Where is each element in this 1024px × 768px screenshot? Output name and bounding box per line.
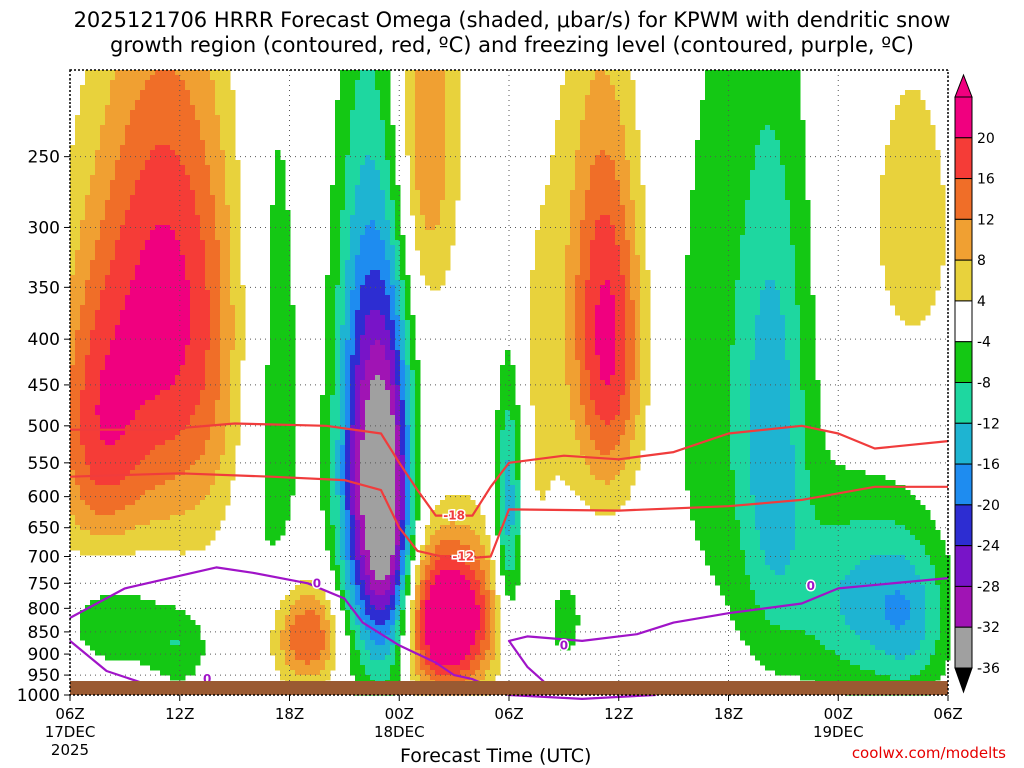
- contour-label-freezing-level: 0: [807, 579, 815, 593]
- y-tick-label: 1000: [17, 686, 60, 706]
- colorbar-label: -8: [977, 376, 991, 392]
- colorbar-label: 4: [977, 294, 986, 310]
- x-tick-label: 06Z: [494, 705, 523, 723]
- y-tick-label: 800: [28, 599, 60, 619]
- colorbar-swatch: [954, 585, 973, 628]
- colorbar-swatch: [954, 137, 973, 180]
- y-tick-label: 550: [28, 454, 60, 474]
- colorbar-label: -20: [977, 498, 1000, 514]
- x-axis-label: Forecast Time (UTC): [400, 745, 592, 767]
- contour-dgz-12: [69, 472, 948, 561]
- x-tick-sublabel: 2025: [51, 741, 89, 759]
- colorbar-label: -12: [977, 416, 1000, 432]
- x-tick-label: 00Z: [824, 705, 853, 723]
- colorbar-label: -24: [977, 539, 1000, 555]
- y-tick-label: 950: [28, 666, 60, 686]
- y-tick-label: 900: [28, 645, 60, 665]
- colorbar-top-arrow: [954, 73, 973, 98]
- credit-link[interactable]: coolwx.com/modelts: [851, 744, 1006, 762]
- x-tick-label: 12Z: [165, 705, 194, 723]
- colorbar-label: 20: [977, 131, 995, 147]
- colorbar-label: 12: [977, 212, 995, 228]
- contour-label-freezing-level: 0: [203, 672, 211, 686]
- x-tick-label: 00Z: [385, 705, 414, 723]
- colorbar-label: -4: [977, 335, 991, 351]
- colorbar-label: 8: [977, 253, 986, 269]
- x-tick-sublabel: 18DEC: [374, 723, 425, 741]
- colorbar-swatch: [954, 300, 973, 343]
- colorbar-swatch: [954, 463, 973, 506]
- colorbar-label: -32: [977, 620, 1000, 636]
- colorbar-label: -16: [977, 457, 1000, 473]
- y-tick-label: 750: [28, 574, 60, 594]
- x-tick-label: 12Z: [604, 705, 633, 723]
- colorbar-bottom-arrow: [954, 667, 973, 694]
- x-tick-label: 18Z: [714, 705, 743, 723]
- x-tick-label: 06Z: [55, 705, 84, 723]
- y-tick-label: 850: [28, 623, 60, 643]
- colorbar-swatch: [954, 96, 973, 139]
- colorbar-swatch: [954, 504, 973, 547]
- x-tick-sublabel: 17DEC: [45, 723, 96, 741]
- colorbar-label: 16: [977, 172, 995, 188]
- colorbar-swatch: [954, 341, 973, 384]
- colorbar-swatch: [954, 218, 973, 261]
- y-tick-label: 450: [28, 376, 60, 396]
- colorbar-label: -28: [977, 579, 1000, 595]
- contour-dgz-18: [70, 422, 949, 517]
- colorbar-swatch: [954, 545, 973, 587]
- y-tick-label: 600: [28, 488, 60, 508]
- contour-label-freezing-level: 0: [313, 576, 321, 590]
- y-tick-label: 700: [28, 547, 60, 567]
- colorbar-swatch: [954, 178, 973, 220]
- colorbar-label: -36: [977, 661, 1000, 677]
- y-tick-label: 300: [28, 218, 60, 238]
- y-tick-label: 650: [28, 519, 60, 539]
- colorbar-swatch: [954, 626, 973, 669]
- y-tick-label: 250: [28, 148, 60, 168]
- contour-label-dgz-12: -12: [452, 549, 474, 563]
- y-tick-label: 350: [28, 278, 60, 298]
- colorbar-swatch: [954, 382, 973, 424]
- x-tick-label: 06Z: [933, 705, 962, 723]
- colorbar-swatch: [954, 259, 973, 302]
- colorbar-swatch: [954, 422, 973, 465]
- contour-label-freezing-level: 0: [560, 638, 568, 652]
- chart-title-line2: growth region (contoured, red, ºC) and f…: [110, 33, 914, 57]
- x-tick-sublabel: 19DEC: [813, 723, 864, 741]
- y-tick-label: 400: [28, 330, 60, 350]
- contour-label-dgz-18: -18: [443, 509, 465, 523]
- omega-shading: [70, 70, 951, 696]
- x-tick-label: 18Z: [275, 705, 304, 723]
- y-tick-label: 500: [28, 417, 60, 437]
- ground-surface: [70, 681, 948, 695]
- chart-title-line1: 2025121706 HRRR Forecast Omega (shaded, …: [73, 8, 951, 32]
